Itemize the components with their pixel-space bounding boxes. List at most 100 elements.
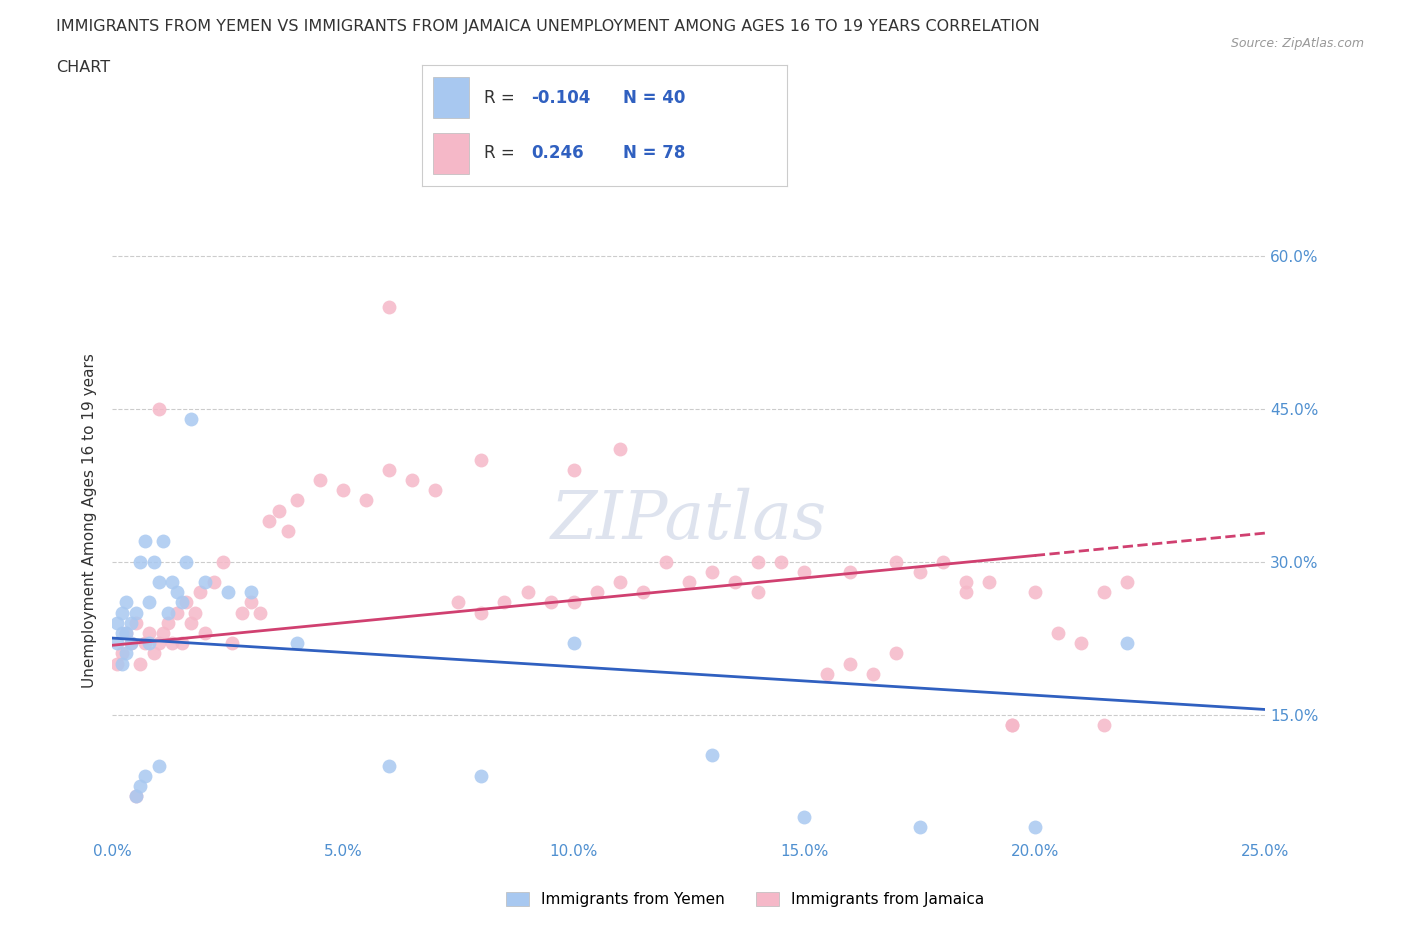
- Point: [585, 585, 607, 600]
- Point: [267, 503, 290, 518]
- Point: [174, 554, 197, 569]
- Point: [148, 401, 170, 416]
- Point: [111, 646, 134, 661]
- Point: [148, 758, 170, 773]
- Point: [152, 534, 174, 549]
- Point: [470, 452, 492, 467]
- Point: [111, 605, 134, 620]
- Point: [174, 595, 197, 610]
- Point: [839, 657, 862, 671]
- Point: [166, 605, 188, 620]
- Point: [202, 575, 225, 590]
- Text: N = 40: N = 40: [623, 88, 685, 107]
- Point: [724, 575, 747, 590]
- Point: [839, 565, 862, 579]
- Point: [1092, 717, 1115, 732]
- Point: [138, 636, 160, 651]
- Point: [111, 657, 134, 671]
- Point: [111, 626, 134, 641]
- Text: -0.104: -0.104: [531, 88, 591, 107]
- Text: N = 78: N = 78: [623, 144, 685, 163]
- Point: [212, 554, 235, 569]
- Point: [470, 768, 492, 783]
- Point: [239, 595, 262, 610]
- Point: [747, 585, 769, 600]
- Point: [931, 554, 953, 569]
- Point: [105, 616, 128, 631]
- Point: [239, 585, 262, 600]
- Point: [862, 667, 884, 682]
- Point: [955, 575, 977, 590]
- Point: [562, 636, 585, 651]
- Point: [977, 575, 1000, 590]
- Point: [134, 534, 156, 549]
- Point: [609, 442, 631, 457]
- Text: IMMIGRANTS FROM YEMEN VS IMMIGRANTS FROM JAMAICA UNEMPLOYMENT AMONG AGES 16 TO 1: IMMIGRANTS FROM YEMEN VS IMMIGRANTS FROM…: [56, 19, 1040, 33]
- Point: [378, 758, 401, 773]
- Point: [166, 585, 188, 600]
- Point: [494, 595, 516, 610]
- Point: [770, 554, 793, 569]
- Point: [1001, 717, 1024, 732]
- Point: [156, 605, 179, 620]
- Point: [378, 462, 401, 477]
- Point: [609, 575, 631, 590]
- Point: [188, 585, 211, 600]
- Point: [285, 636, 308, 651]
- Point: [134, 768, 156, 783]
- Point: [1024, 819, 1046, 834]
- Point: [129, 657, 152, 671]
- Point: [194, 575, 217, 590]
- Point: [124, 789, 146, 804]
- Point: [332, 483, 354, 498]
- Point: [1001, 717, 1024, 732]
- Text: CHART: CHART: [56, 60, 110, 75]
- FancyBboxPatch shape: [433, 133, 470, 174]
- Text: R =: R =: [484, 144, 526, 163]
- Text: ZIPatlas: ZIPatlas: [551, 488, 827, 553]
- Point: [1024, 585, 1046, 600]
- Text: Source: ZipAtlas.com: Source: ZipAtlas.com: [1230, 37, 1364, 50]
- Point: [908, 565, 931, 579]
- Legend: Immigrants from Yemen, Immigrants from Jamaica: Immigrants from Yemen, Immigrants from J…: [501, 885, 990, 913]
- Point: [105, 657, 128, 671]
- Point: [162, 636, 184, 651]
- Point: [793, 809, 815, 824]
- Point: [793, 565, 815, 579]
- Point: [815, 667, 838, 682]
- Point: [124, 789, 146, 804]
- Point: [143, 554, 166, 569]
- Point: [221, 636, 243, 651]
- Point: [447, 595, 470, 610]
- Point: [115, 626, 138, 641]
- Point: [170, 595, 193, 610]
- Point: [886, 554, 908, 569]
- Point: [562, 595, 585, 610]
- Point: [120, 636, 142, 651]
- Point: [700, 565, 723, 579]
- Point: [152, 626, 174, 641]
- Point: [143, 646, 166, 661]
- Point: [105, 636, 128, 651]
- Point: [700, 748, 723, 763]
- Point: [180, 411, 202, 426]
- Point: [516, 585, 538, 600]
- Point: [148, 636, 170, 651]
- Point: [134, 636, 156, 651]
- Point: [747, 554, 769, 569]
- Point: [138, 626, 160, 641]
- Point: [655, 554, 678, 569]
- Point: [156, 616, 179, 631]
- Point: [631, 585, 654, 600]
- Point: [1092, 585, 1115, 600]
- Point: [115, 626, 138, 641]
- Point: [354, 493, 377, 508]
- Point: [148, 575, 170, 590]
- Point: [124, 616, 146, 631]
- Point: [184, 605, 207, 620]
- Point: [115, 646, 138, 661]
- Point: [138, 595, 160, 610]
- Point: [115, 595, 138, 610]
- Text: R =: R =: [484, 88, 520, 107]
- Point: [194, 626, 217, 641]
